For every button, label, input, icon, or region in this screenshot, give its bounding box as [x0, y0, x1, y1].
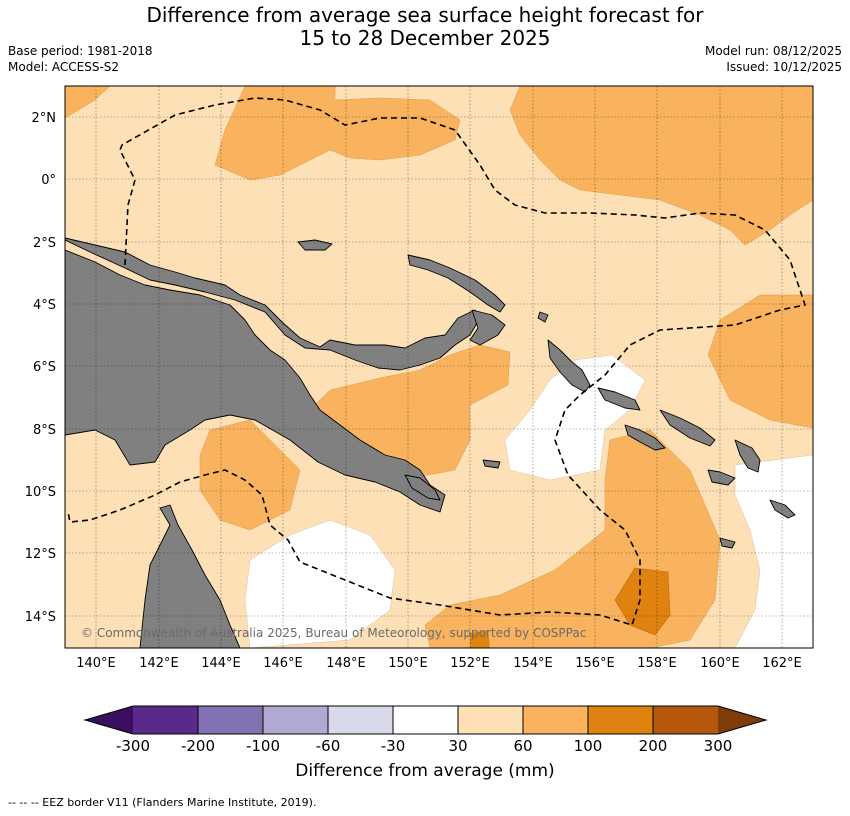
- lon-label: 144°E: [201, 656, 241, 671]
- colorbar-tick: 200: [639, 737, 668, 755]
- meta-left: Base period: 1981-2018 Model: ACCESS-S2: [8, 43, 153, 75]
- lon-label: 160°E: [700, 656, 740, 671]
- lat-label: 6°S: [33, 360, 56, 375]
- meta-right: Model run: 08/12/2025 Issued: 10/12/2025: [705, 43, 842, 75]
- lon-label: 148°E: [326, 656, 366, 671]
- lon-label: 146°E: [263, 656, 303, 671]
- land-new-britain: [407, 254, 506, 313]
- land-cape-york: [139, 504, 241, 648]
- colorbar-segment: [328, 706, 393, 734]
- colorbar-tick: 300: [704, 737, 733, 755]
- anomaly-region-northeast: [509, 86, 813, 246]
- colorbar-tick: -300: [116, 737, 150, 755]
- title-line-2: 15 to 28 December 2025: [299, 26, 551, 50]
- land: [65, 237, 796, 648]
- colorbar-extend-high: [718, 706, 766, 734]
- colorbar-segment: [263, 706, 328, 734]
- title-line-1: Difference from average sea surface heig…: [146, 3, 704, 27]
- map-title: Difference from average sea surface heig…: [0, 4, 850, 50]
- colorbar-segment: [458, 706, 523, 734]
- land-solomons-4: [707, 469, 736, 486]
- lat-label: 14°S: [25, 610, 56, 625]
- eez-legend-note: -- -- -- EEZ border V11 (Flanders Marine…: [8, 796, 317, 809]
- model-run: Model run: 08/12/2025: [704, 44, 842, 58]
- lon-label: 140°E: [76, 656, 116, 671]
- land-manus: [297, 239, 333, 251]
- colorbar-tick: -30: [381, 737, 406, 755]
- anomaly-region-north-central: [214, 86, 461, 181]
- lon-label: 152°E: [450, 656, 490, 671]
- land-vanuatu: [769, 499, 796, 519]
- colorbar-tick: -200: [181, 737, 215, 755]
- lat-label: 4°S: [33, 298, 56, 313]
- colorbar-tick: -100: [246, 737, 280, 755]
- colorbar-tick: 30: [448, 737, 467, 755]
- anomaly-region-east: [707, 294, 813, 429]
- neutral-region-central-east: [504, 354, 646, 481]
- lat-label: 8°S: [33, 423, 56, 438]
- lon-label: 156°E: [575, 656, 615, 671]
- colorbar-segment: [588, 706, 653, 734]
- colorbar-extend-low: [85, 706, 133, 734]
- anomaly-region-southwest: [199, 419, 301, 531]
- colorbar-tick: -60: [316, 737, 341, 755]
- anomaly-region-northwest: [65, 86, 111, 119]
- colorbar-ticks: -300 -200 -100 -60 -30 30 60 100 200 300: [116, 737, 732, 755]
- land-ne-islands: [537, 311, 549, 323]
- land-new-guinea: [65, 237, 481, 513]
- base-period: Base period: 1981-2018: [8, 44, 153, 58]
- land-louisiade: [404, 474, 441, 501]
- lat-label: 12°S: [25, 547, 56, 562]
- map-panel: © Commonwealth of Australia 2025, Bureau…: [65, 86, 813, 648]
- colorbar-dividers: [197, 706, 654, 734]
- colorbar-label: Difference from average (mm): [295, 761, 555, 781]
- lat-label: 2°S: [33, 236, 56, 251]
- lon-label: 162°E: [762, 656, 802, 671]
- land-east-islands: [734, 439, 761, 473]
- lat-label: 2°N: [32, 111, 57, 126]
- model-name: Model: ACCESS-S2: [8, 60, 120, 74]
- colorbar-segment: [393, 706, 458, 734]
- anomaly-100-200-region: [614, 567, 671, 636]
- lon-label: 142°E: [139, 656, 179, 671]
- colorbar-tick: 60: [513, 737, 532, 755]
- lat-label: 0°: [41, 173, 56, 188]
- copyright-notice: © Commonwealth of Australia 2025, Bureau…: [81, 626, 586, 640]
- land-solomons-2: [659, 409, 716, 447]
- colorbar-tick: 100: [574, 737, 603, 755]
- lat-label: 10°S: [25, 485, 56, 500]
- colorbar-segment: [653, 706, 718, 734]
- colorbar-segment: [198, 706, 263, 734]
- land-solomons-3: [624, 424, 666, 451]
- map-frame: [64, 85, 814, 649]
- lon-label: 158°E: [637, 656, 677, 671]
- longitude-axis: 140°E 142°E 144°E 146°E 148°E 150°E 152°…: [76, 656, 802, 671]
- land-solomons-1: [597, 387, 641, 411]
- lon-label: 154°E: [513, 656, 553, 671]
- land-new-ireland: [469, 309, 506, 346]
- colorbar-outline: [83, 705, 768, 735]
- issued-date: Issued: 10/12/2025: [726, 60, 842, 74]
- lon-label: 150°E: [388, 656, 428, 671]
- gridlines: [65, 86, 813, 648]
- colorbar: -300 -200 -100 -60 -30 30 60 100 200 300: [83, 705, 768, 755]
- colorbar-segment: [133, 706, 198, 734]
- latitude-axis: 2°N 0° 2°S 4°S 6°S 8°S 10°S 12°S 14°S: [25, 111, 56, 625]
- neutral-region-southeast: [734, 454, 813, 648]
- colorbar-segment: [523, 706, 588, 734]
- land-rennell: [719, 537, 736, 549]
- eez-border-line: [67, 97, 807, 627]
- anomaly-100-200-south-patch: [470, 630, 490, 648]
- land-trobriand: [482, 459, 501, 469]
